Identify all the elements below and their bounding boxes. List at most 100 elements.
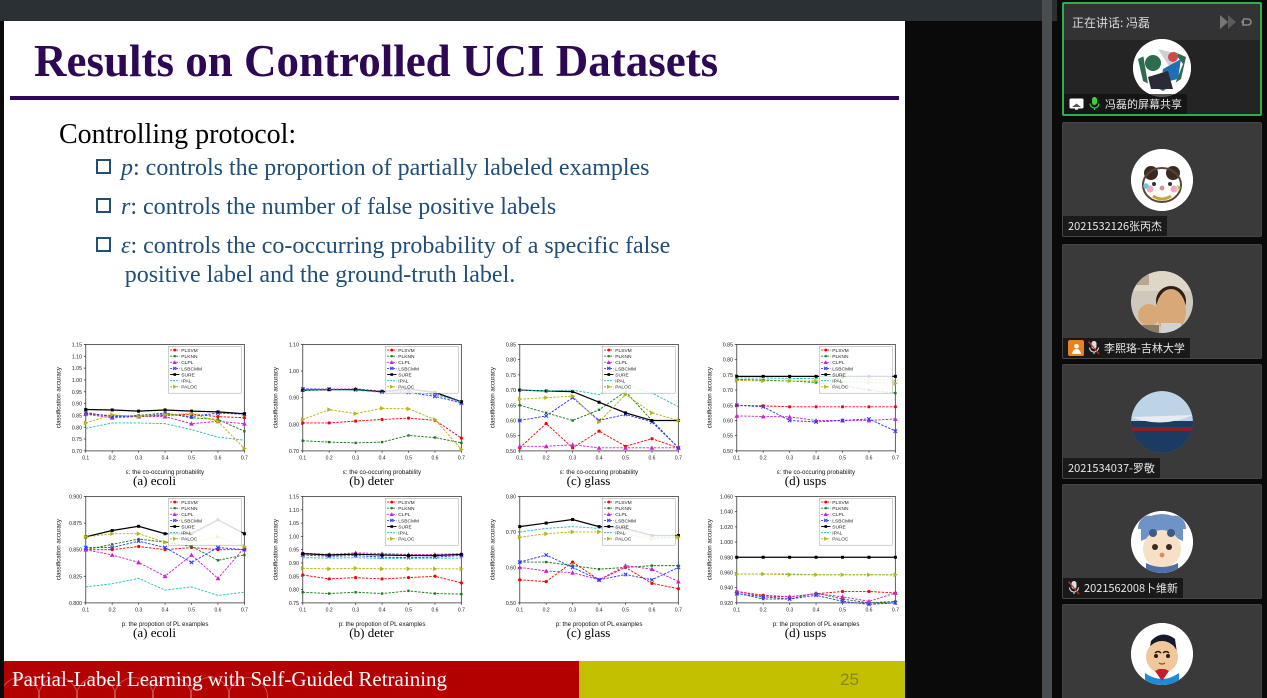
svg-text:0.75: 0.75	[506, 373, 516, 379]
svg-text:PLKNN: PLKNN	[181, 354, 198, 360]
svg-text:CLPL: CLPL	[181, 512, 193, 518]
svg-text:0.3: 0.3	[352, 455, 359, 461]
svg-text:PLSVM: PLSVM	[615, 348, 631, 354]
svg-text:0.7: 0.7	[675, 607, 682, 613]
svg-text:0.5: 0.5	[839, 455, 846, 461]
svg-text:0.75: 0.75	[723, 373, 733, 379]
svg-text:0.4: 0.4	[813, 607, 820, 613]
svg-text:0.1: 0.1	[733, 455, 740, 461]
svg-text:0.3: 0.3	[135, 455, 142, 461]
svg-text:0.50: 0.50	[723, 449, 733, 455]
svg-text:PALOC: PALOC	[181, 537, 198, 543]
svg-text:classification accuracy: classification accuracy	[490, 518, 497, 580]
svg-text:SURE: SURE	[181, 372, 195, 378]
svg-text:LSBCMM: LSBCMM	[615, 518, 636, 524]
svg-text:0.7: 0.7	[241, 455, 248, 461]
svg-text:0.7: 0.7	[241, 607, 248, 613]
svg-text:LSBCMM: LSBCMM	[398, 518, 419, 524]
svg-text:0.80: 0.80	[506, 495, 516, 501]
svg-text:IPAL: IPAL	[398, 379, 408, 385]
svg-text:0.2: 0.2	[760, 607, 767, 613]
svg-text:0.3: 0.3	[569, 607, 576, 613]
svg-text:1.000: 1.000	[720, 540, 733, 546]
svg-text:0.7: 0.7	[675, 455, 682, 461]
svg-text:0.2: 0.2	[326, 607, 333, 613]
svg-text:0.70: 0.70	[72, 449, 82, 455]
svg-text:PALOC: PALOC	[398, 385, 415, 391]
svg-text:PALOC: PALOC	[832, 385, 849, 391]
svg-text:PLSVM: PLSVM	[181, 348, 197, 354]
svg-text:0.6: 0.6	[865, 607, 872, 613]
svg-text:PALOC: PALOC	[398, 537, 415, 543]
svg-text:LSBCMM: LSBCMM	[398, 366, 419, 372]
svg-text:LSBCMM: LSBCMM	[181, 518, 202, 524]
svg-text:0.1: 0.1	[82, 607, 89, 613]
svg-text:LSBCMM: LSBCMM	[832, 366, 853, 372]
svg-text:0.980: 0.980	[720, 555, 733, 561]
svg-text:1.10: 1.10	[289, 343, 299, 349]
svg-text:0.90: 0.90	[72, 402, 82, 408]
svg-text:SURE: SURE	[832, 372, 846, 378]
svg-text:SURE: SURE	[398, 524, 412, 530]
svg-text:0.6: 0.6	[214, 607, 221, 613]
svg-text:PLKNN: PLKNN	[398, 506, 415, 512]
svg-text:CLPL: CLPL	[615, 360, 627, 366]
svg-text:1.15: 1.15	[72, 343, 82, 349]
svg-text:0.50: 0.50	[506, 449, 516, 455]
svg-text:0.960: 0.960	[720, 571, 733, 577]
svg-text:0.800: 0.800	[69, 601, 82, 607]
svg-text:IPAL: IPAL	[615, 531, 625, 537]
svg-text:0.2: 0.2	[326, 455, 333, 461]
svg-text:PLSVM: PLSVM	[615, 500, 631, 506]
svg-text:1.10: 1.10	[72, 354, 82, 360]
svg-text:0.7: 0.7	[892, 607, 899, 613]
svg-text:0.6: 0.6	[431, 607, 438, 613]
svg-text:IPAL: IPAL	[832, 379, 842, 385]
svg-text:classification accuracy: classification accuracy	[273, 518, 280, 580]
svg-text:classification accuracy: classification accuracy	[707, 366, 714, 428]
svg-text:0.2: 0.2	[543, 455, 550, 461]
svg-text:0.875: 0.875	[69, 521, 82, 527]
svg-text:0.7: 0.7	[458, 607, 465, 613]
svg-text:0.3: 0.3	[786, 607, 793, 613]
svg-text:0.4: 0.4	[813, 455, 820, 461]
svg-text:0.2: 0.2	[109, 607, 116, 613]
svg-text:classification accuracy: classification accuracy	[707, 518, 714, 580]
svg-text:0.850: 0.850	[69, 548, 82, 554]
svg-text:0.75: 0.75	[289, 601, 299, 607]
svg-text:0.6: 0.6	[648, 607, 655, 613]
svg-text:0.70: 0.70	[289, 449, 299, 455]
svg-text:0.4: 0.4	[379, 607, 386, 613]
svg-text:0.4: 0.4	[162, 455, 169, 461]
svg-text:0.90: 0.90	[289, 561, 299, 567]
svg-text:CLPL: CLPL	[615, 512, 627, 518]
svg-text:0.85: 0.85	[289, 574, 299, 580]
svg-text:LSBCMM: LSBCMM	[181, 366, 202, 372]
svg-text:LSBCMM: LSBCMM	[615, 366, 636, 372]
svg-text:0.6: 0.6	[648, 455, 655, 461]
svg-text:1.05: 1.05	[289, 521, 299, 527]
svg-text:IPAL: IPAL	[832, 531, 842, 537]
svg-text:PLSVM: PLSVM	[181, 500, 197, 506]
svg-text:1.10: 1.10	[289, 508, 299, 514]
svg-text:0.6: 0.6	[431, 455, 438, 461]
svg-text:SURE: SURE	[832, 524, 846, 530]
svg-text:classification accuracy: classification accuracy	[56, 518, 63, 580]
svg-text:PLSVM: PLSVM	[398, 348, 414, 354]
svg-text:CLPL: CLPL	[832, 360, 844, 366]
svg-text:1.00: 1.00	[289, 534, 299, 540]
svg-text:0.1: 0.1	[516, 607, 523, 613]
svg-text:0.1: 0.1	[733, 607, 740, 613]
svg-text:0.900: 0.900	[69, 495, 82, 501]
svg-text:IPAL: IPAL	[398, 531, 408, 537]
svg-text:LSBCMM: LSBCMM	[832, 518, 853, 524]
svg-text:0.7: 0.7	[458, 455, 465, 461]
svg-text:0.80: 0.80	[723, 358, 733, 364]
svg-text:PLKNN: PLKNN	[615, 354, 632, 360]
svg-text:0.3: 0.3	[352, 607, 359, 613]
svg-text:0.6: 0.6	[865, 455, 872, 461]
svg-text:PLSVM: PLSVM	[832, 500, 848, 506]
svg-text:0.4: 0.4	[596, 607, 603, 613]
svg-text:IPAL: IPAL	[181, 531, 191, 537]
svg-text:1.020: 1.020	[720, 525, 733, 531]
